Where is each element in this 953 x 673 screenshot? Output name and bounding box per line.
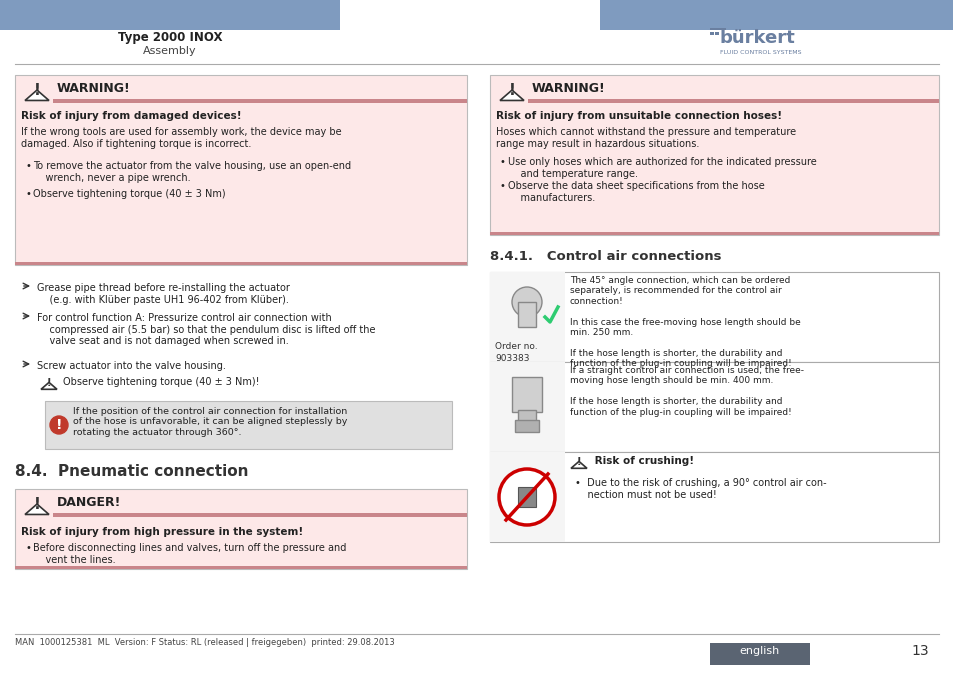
Bar xyxy=(15,75,467,265)
Bar xyxy=(490,362,564,452)
Text: !: ! xyxy=(33,497,40,512)
Text: !: ! xyxy=(47,378,51,388)
Bar xyxy=(490,362,938,452)
Text: 8.4.  Pneumatic connection: 8.4. Pneumatic connection xyxy=(15,464,248,479)
Bar xyxy=(15,489,467,569)
Text: Risk of injury from unsuitable connection hoses!: Risk of injury from unsuitable connectio… xyxy=(496,111,781,121)
Bar xyxy=(517,487,536,507)
Text: Type 2000 INOX: Type 2000 INOX xyxy=(117,32,222,44)
Text: !: ! xyxy=(576,457,580,467)
Text: •: • xyxy=(25,543,30,553)
Text: Observe the data sheet specifications from the hose
    manufacturers.: Observe the data sheet specifications fr… xyxy=(507,181,764,203)
Circle shape xyxy=(512,287,541,317)
Text: english: english xyxy=(740,646,780,656)
Text: Observe tightening torque (40 ± 3 Nm)!: Observe tightening torque (40 ± 3 Nm)! xyxy=(63,377,259,387)
Text: Hoses which cannot withstand the pressure and temperature
range may result in ha: Hoses which cannot withstand the pressur… xyxy=(496,127,796,149)
Text: Assembly: Assembly xyxy=(143,46,196,56)
Bar xyxy=(527,99,938,103)
Bar xyxy=(709,28,725,30)
Text: WARNING!: WARNING! xyxy=(57,83,131,96)
Text: Order no.: Order no. xyxy=(495,342,537,351)
Bar xyxy=(512,377,541,412)
Bar xyxy=(490,272,564,362)
Bar xyxy=(517,302,536,327)
Polygon shape xyxy=(41,382,57,389)
Bar xyxy=(53,513,467,517)
Text: Observe tightening torque (40 ± 3 Nm): Observe tightening torque (40 ± 3 Nm) xyxy=(33,189,226,199)
Text: Grease pipe thread before re-installing the actuator
    (e.g. with Klüber paste: Grease pipe thread before re-installing … xyxy=(37,283,290,305)
Text: If a straight control air connection is used, the free-
moving hose length shoul: If a straight control air connection is … xyxy=(569,366,803,417)
Text: If the position of the control air connection for installation
of the hose is un: If the position of the control air conne… xyxy=(73,407,347,437)
Circle shape xyxy=(498,469,555,525)
Text: !: ! xyxy=(55,418,62,432)
Bar xyxy=(45,401,452,449)
Text: Screw actuator into the valve housing.: Screw actuator into the valve housing. xyxy=(37,361,226,371)
Bar xyxy=(714,32,719,35)
Text: •  Due to the risk of crushing, a 90° control air con-
    nection must not be u: • Due to the risk of crushing, a 90° con… xyxy=(575,478,825,499)
Bar xyxy=(0,0,339,30)
Bar xyxy=(15,489,467,569)
Text: •: • xyxy=(25,161,30,171)
Bar xyxy=(490,272,938,362)
Bar xyxy=(515,420,538,432)
Bar xyxy=(709,643,809,665)
Text: To remove the actuator from the valve housing, use an open-end
    wrench, never: To remove the actuator from the valve ho… xyxy=(33,161,351,182)
Text: !: ! xyxy=(508,83,515,98)
Text: Before disconnecting lines and valves, turn off the pressure and
    vent the li: Before disconnecting lines and valves, t… xyxy=(33,543,346,565)
Bar xyxy=(517,410,536,422)
Text: Risk of injury from high pressure in the system!: Risk of injury from high pressure in the… xyxy=(21,527,303,537)
Bar xyxy=(709,32,713,35)
Text: 903383: 903383 xyxy=(495,354,529,363)
Text: DANGER!: DANGER! xyxy=(57,497,121,509)
Text: Risk of injury from damaged devices!: Risk of injury from damaged devices! xyxy=(21,111,241,121)
Text: •: • xyxy=(25,189,30,199)
Text: Risk of crushing!: Risk of crushing! xyxy=(590,456,694,466)
Bar xyxy=(490,75,938,235)
Polygon shape xyxy=(571,462,586,468)
Bar xyxy=(0,30,953,63)
Polygon shape xyxy=(25,504,49,514)
Text: •: • xyxy=(499,157,505,167)
Bar xyxy=(15,566,467,569)
Text: 8.4.1.   Control air connections: 8.4.1. Control air connections xyxy=(490,250,720,263)
Polygon shape xyxy=(25,90,49,100)
Bar xyxy=(45,401,452,449)
Bar xyxy=(490,75,938,235)
Text: The 45° angle connection, which can be ordered
separately, is recommended for th: The 45° angle connection, which can be o… xyxy=(569,276,800,368)
Polygon shape xyxy=(499,90,523,100)
Bar xyxy=(490,452,938,542)
Text: 13: 13 xyxy=(910,644,928,658)
Circle shape xyxy=(50,416,68,434)
Text: FLUID CONTROL SYSTEMS: FLUID CONTROL SYSTEMS xyxy=(720,50,801,55)
Bar xyxy=(490,232,938,235)
Text: For control function A: Pressurize control air connection with
    compressed ai: For control function A: Pressurize contr… xyxy=(37,313,375,346)
Text: If the wrong tools are used for assembly work, the device may be
damaged. Also i: If the wrong tools are used for assembly… xyxy=(21,127,341,149)
Text: MAN  1000125381  ML  Version: F Status: RL (released | freigegeben)  printed: 29: MAN 1000125381 ML Version: F Status: RL … xyxy=(15,638,395,647)
Text: !: ! xyxy=(33,83,40,98)
Bar xyxy=(490,452,564,542)
Text: •: • xyxy=(499,181,505,191)
Bar xyxy=(15,262,467,265)
Bar xyxy=(53,99,467,103)
Text: bürkert: bürkert xyxy=(720,29,795,47)
Bar xyxy=(15,75,467,265)
Text: Use only hoses which are authorized for the indicated pressure
    and temperatu: Use only hoses which are authorized for … xyxy=(507,157,816,178)
Text: WARNING!: WARNING! xyxy=(532,83,605,96)
Bar xyxy=(599,0,953,30)
